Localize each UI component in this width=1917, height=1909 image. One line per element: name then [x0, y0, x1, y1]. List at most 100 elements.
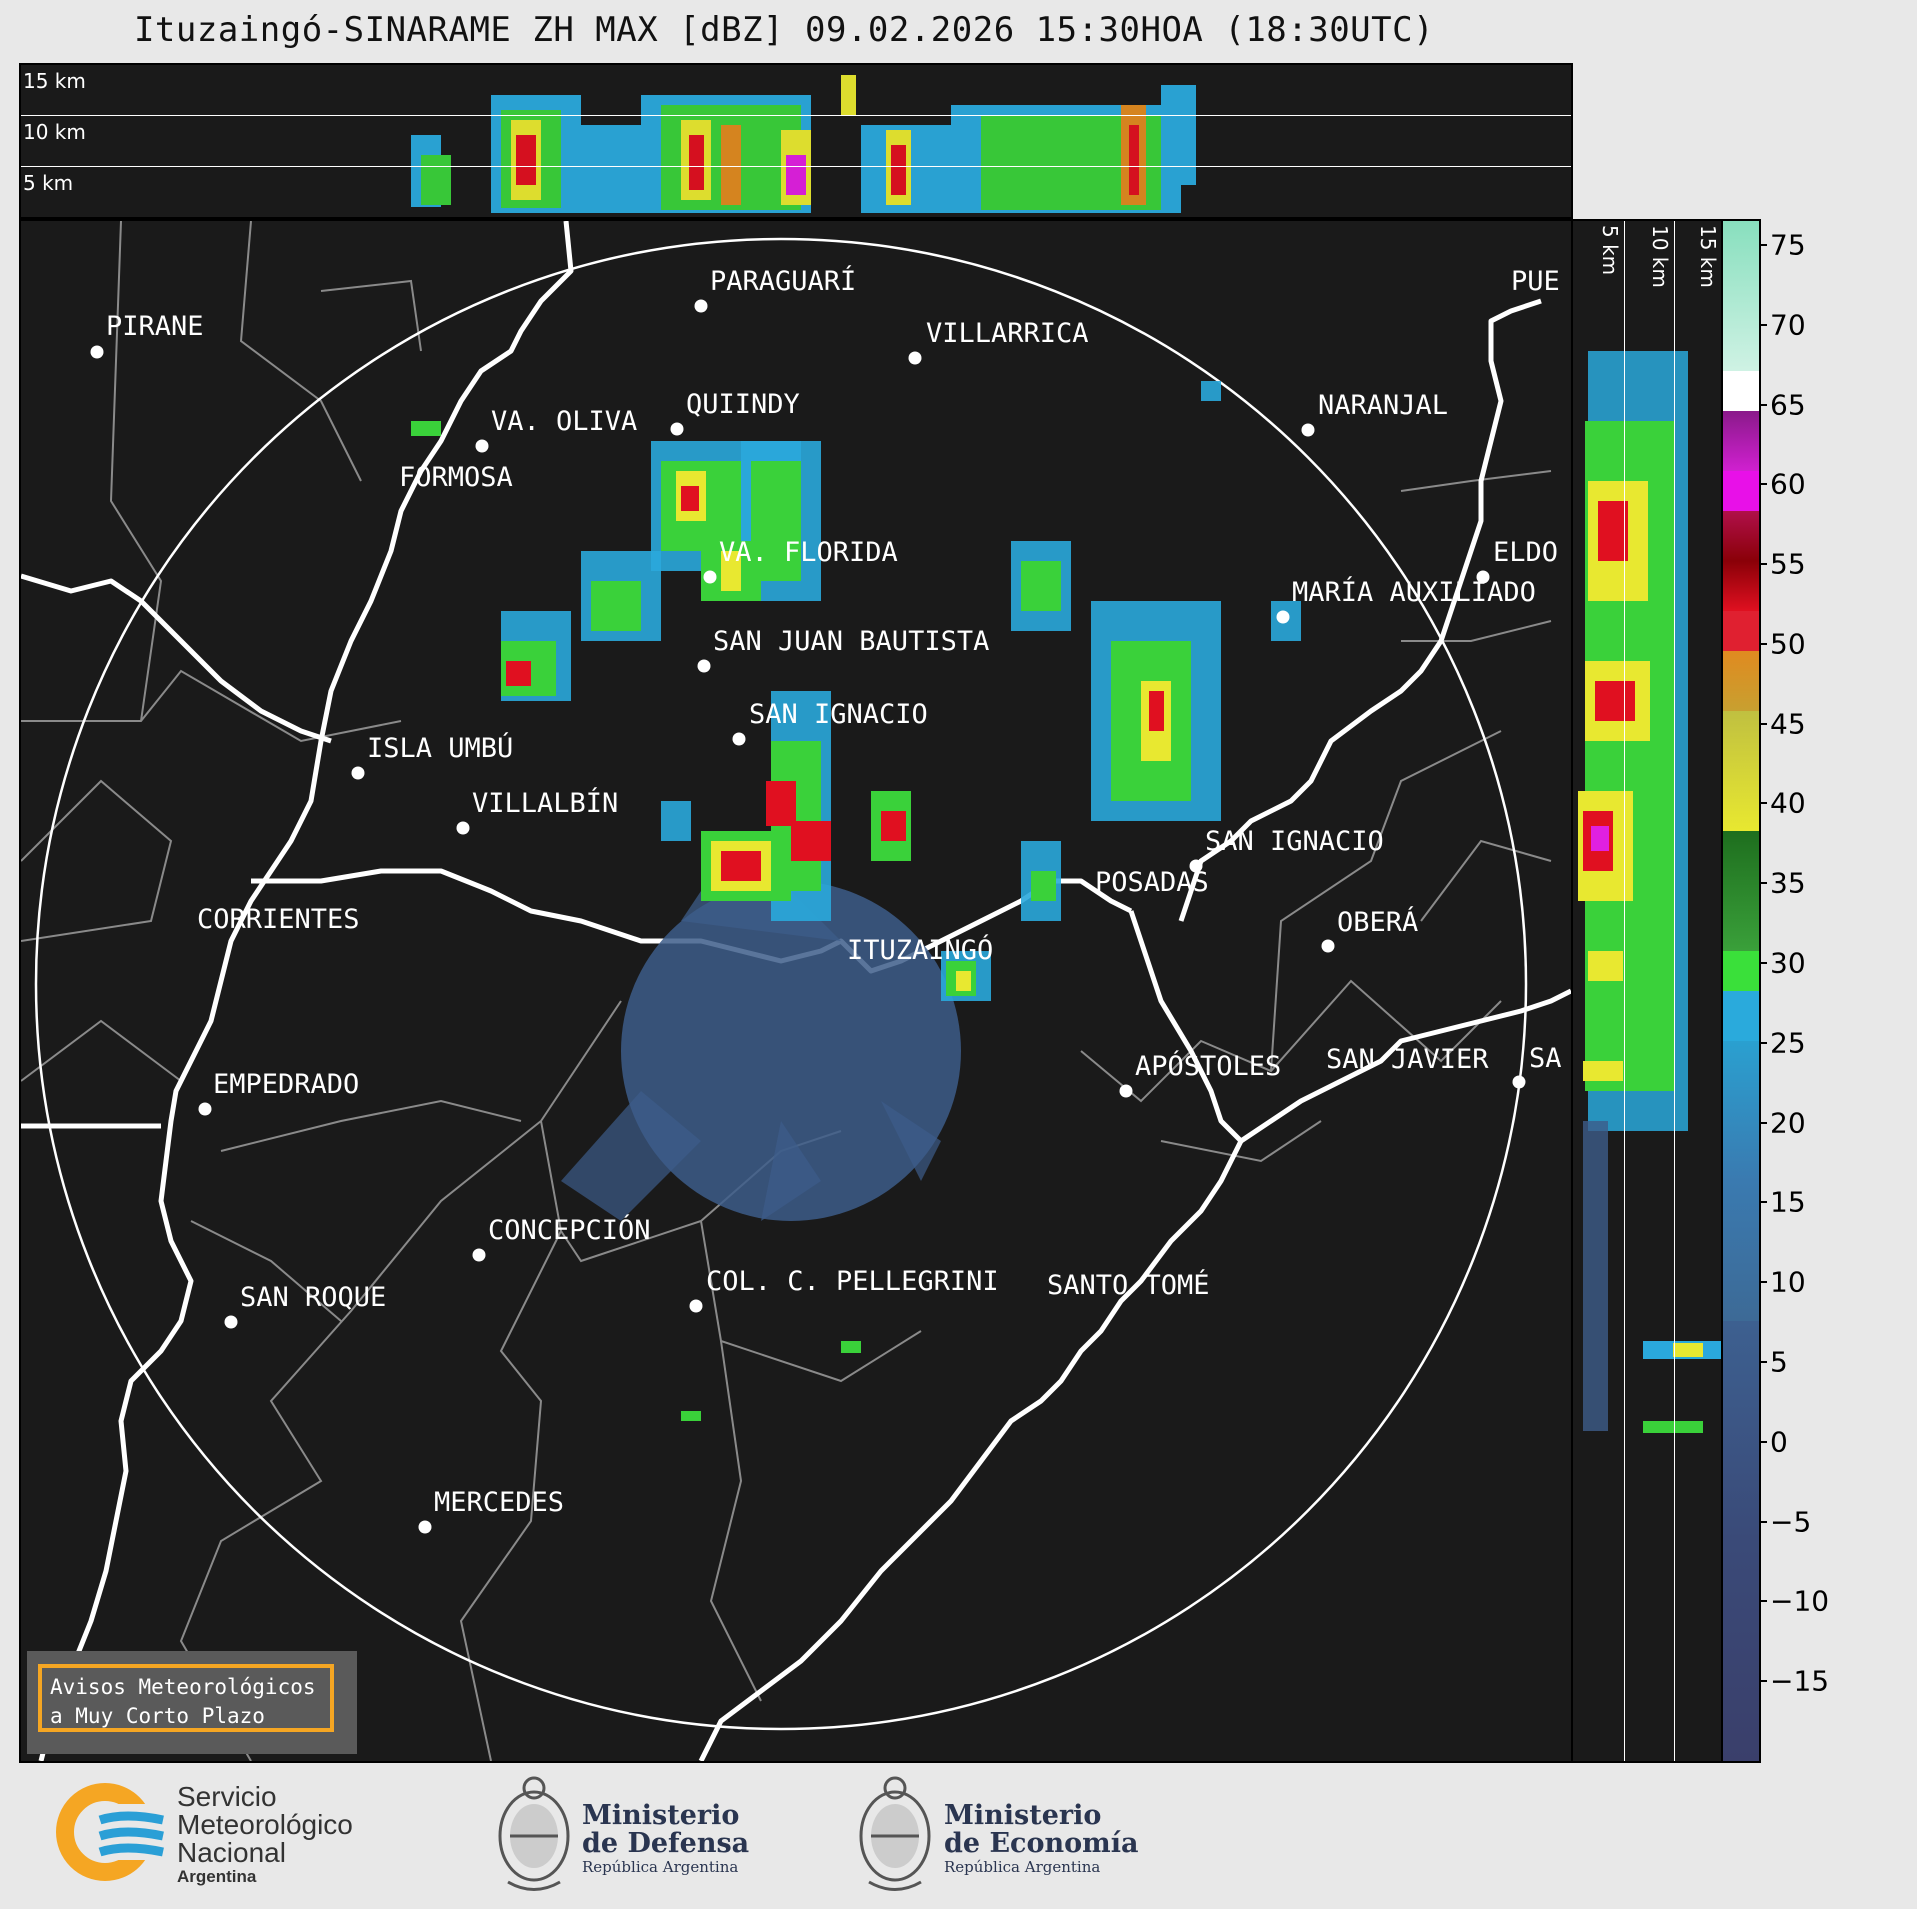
- city-dot: [456, 821, 470, 835]
- colorbar-tick-label: 55: [1770, 547, 1806, 581]
- defensa-coat-of-arms-icon: [494, 1772, 574, 1904]
- top-gridline-5km: [21, 166, 1571, 167]
- colorbar-tick-label: 0: [1770, 1425, 1788, 1459]
- city-label-empedrado: EMPEDRADO: [213, 1069, 360, 1100]
- colorbar-tick-label: 15: [1770, 1185, 1806, 1219]
- defensa-line-1: Ministerio: [582, 1800, 740, 1831]
- colorbar-tick-mark: [1759, 1281, 1767, 1284]
- city-label-va-florida: VA. FLORIDA: [719, 537, 898, 568]
- city-dot: [418, 1520, 432, 1534]
- radar-map: PARAGUARÍ VILLARRICA PIRANE QUIINDY VA. …: [19, 219, 1573, 1763]
- economia-line-1: Ministerio: [944, 1800, 1102, 1831]
- side-echo-profile: [1578, 351, 1721, 1433]
- colorbar-tick-mark: [1759, 802, 1767, 805]
- city-label-ituzaingo: ITUZAINGÓ: [847, 935, 994, 966]
- colorbar-tick-mark: [1759, 1680, 1767, 1683]
- city-label-apostoles: APÓSTOLES: [1135, 1051, 1282, 1082]
- top-label-15km: 15 km: [23, 69, 86, 93]
- colorbar-tick-label: 50: [1770, 627, 1806, 661]
- colorbar-tick-mark: [1759, 1600, 1767, 1603]
- side-gridline-10km: [1674, 221, 1675, 1761]
- city-label-paraguari: PARAGUARÍ: [710, 266, 857, 297]
- side-label-5km: 5 km: [1598, 225, 1622, 276]
- colorbar-tick-mark: [1759, 323, 1767, 326]
- radar-range-circle: [34, 237, 1528, 1731]
- top-echo-profile: [411, 75, 1196, 213]
- colorbar-tick-label: 65: [1770, 388, 1806, 422]
- colorbar-tick-label: 25: [1770, 1026, 1806, 1060]
- city-label-eldo: ELDO: [1493, 537, 1559, 568]
- city-dot: [670, 422, 684, 436]
- colorbar-tick-label: 70: [1770, 308, 1806, 342]
- city-dot: [472, 1248, 486, 1262]
- colorbar-tick-mark: [1759, 1520, 1767, 1523]
- city-label-naranjal: NARANJAL: [1318, 390, 1449, 421]
- city-dot: [1321, 939, 1335, 953]
- city-dot: [90, 345, 104, 359]
- city-dot: [198, 1102, 212, 1116]
- smn-line-4: Argentina: [177, 1867, 257, 1886]
- colorbar-tick-label: 5: [1770, 1345, 1788, 1379]
- city-dot: [694, 299, 708, 313]
- defensa-line-2: de Defensa: [582, 1828, 750, 1859]
- city-label-obera: OBERÁ: [1337, 907, 1419, 938]
- city-label-maria-auxiliadora: MARÍA AUXILIADO: [1292, 577, 1536, 608]
- map-geography: [21, 221, 1571, 1761]
- city-label-villalbin: VILLALBÍN: [472, 788, 619, 819]
- colorbar-tick-mark: [1759, 962, 1767, 965]
- city-label-posadas: POSADAS: [1095, 867, 1209, 898]
- city-dot: [351, 766, 365, 780]
- side-label-10km: 10 km: [1648, 225, 1672, 288]
- colorbar-tick-label: 10: [1770, 1265, 1806, 1299]
- economia-coat-of-arms-icon: [855, 1772, 935, 1904]
- city-label-san-ignacio-py: SAN IGNACIO: [749, 699, 928, 730]
- city-label-san-juan-bautista: SAN JUAN BAUTISTA: [713, 626, 990, 657]
- colorbar-tick-mark: [1759, 882, 1767, 885]
- city-label-villarrica: VILLARRICA: [926, 318, 1089, 349]
- city-label-san-roque: SAN ROQUE: [240, 1282, 387, 1313]
- colorbar-tick-mark: [1759, 1440, 1767, 1443]
- colorbar-tick-label: −10: [1770, 1584, 1830, 1618]
- city-dot: [1512, 1075, 1526, 1089]
- smn-line-2: Meteorológico: [177, 1809, 353, 1840]
- city-label-sa: SA: [1529, 1043, 1562, 1074]
- colorbar-tick-mark: [1759, 403, 1767, 406]
- colorbar-tick-mark: [1759, 1041, 1767, 1044]
- colorbar-tick-mark: [1759, 243, 1767, 246]
- warning-line-1: Avisos Meteorológicos: [50, 1675, 316, 1699]
- colorbar-tick-mark: [1759, 642, 1767, 645]
- city-label-va-oliva: VA. OLIVA: [491, 406, 638, 437]
- chart-title: Ituzaingó-SINARAME ZH MAX [dBZ] 09.02.20…: [133, 10, 1435, 50]
- city-dot: [908, 351, 922, 365]
- colorbar-tick-label: 45: [1770, 707, 1806, 741]
- city-label-san-javier: SAN JAVIER: [1326, 1044, 1489, 1075]
- city-label-formosa: FORMOSA: [399, 462, 513, 493]
- colorbar-tick-label: −15: [1770, 1664, 1830, 1698]
- city-label-concepcion: CONCEPCIÓN: [488, 1215, 651, 1246]
- warning-text: Avisos Meteorológicos a Muy Corto Plazo: [38, 1664, 334, 1732]
- ground-clutter: [561, 861, 961, 1221]
- colorbar-tick-label: 60: [1770, 467, 1806, 501]
- city-label-col-c-pellegrini: COL. C. PELLEGRINI: [706, 1266, 999, 1297]
- city-dot: [732, 732, 746, 746]
- city-label-quiindy: QUIINDY: [686, 389, 800, 420]
- colorbar-tick-mark: [1759, 483, 1767, 486]
- warning-badge: Avisos Meteorológicos a Muy Corto Plazo: [27, 1651, 357, 1754]
- city-dot: [1301, 423, 1315, 437]
- colorbar-tick-label: 40: [1770, 786, 1806, 820]
- city-label-pirane: PIRANE: [106, 311, 204, 342]
- defensa-line-3: República Argentina: [582, 1858, 739, 1876]
- side-height-panel: 5 km 10 km 15 km: [1571, 219, 1723, 1763]
- city-dot: [475, 439, 489, 453]
- colorbar-tick-mark: [1759, 1121, 1767, 1124]
- colorbar-tick-mark: [1759, 1361, 1767, 1364]
- colorbar-tick-label: 30: [1770, 946, 1806, 980]
- economia-line-3: República Argentina: [944, 1858, 1101, 1876]
- city-label-isla-umbu: ISLA UMBÚ: [367, 733, 514, 764]
- side-gridline-5km: [1624, 221, 1625, 1761]
- warning-line-2: a Muy Corto Plazo: [50, 1704, 265, 1728]
- city-label-pue: PUE: [1511, 266, 1560, 297]
- city-dot: [224, 1315, 238, 1329]
- storm-cells: [411, 381, 1301, 1421]
- smn-line-3: Nacional: [177, 1837, 286, 1868]
